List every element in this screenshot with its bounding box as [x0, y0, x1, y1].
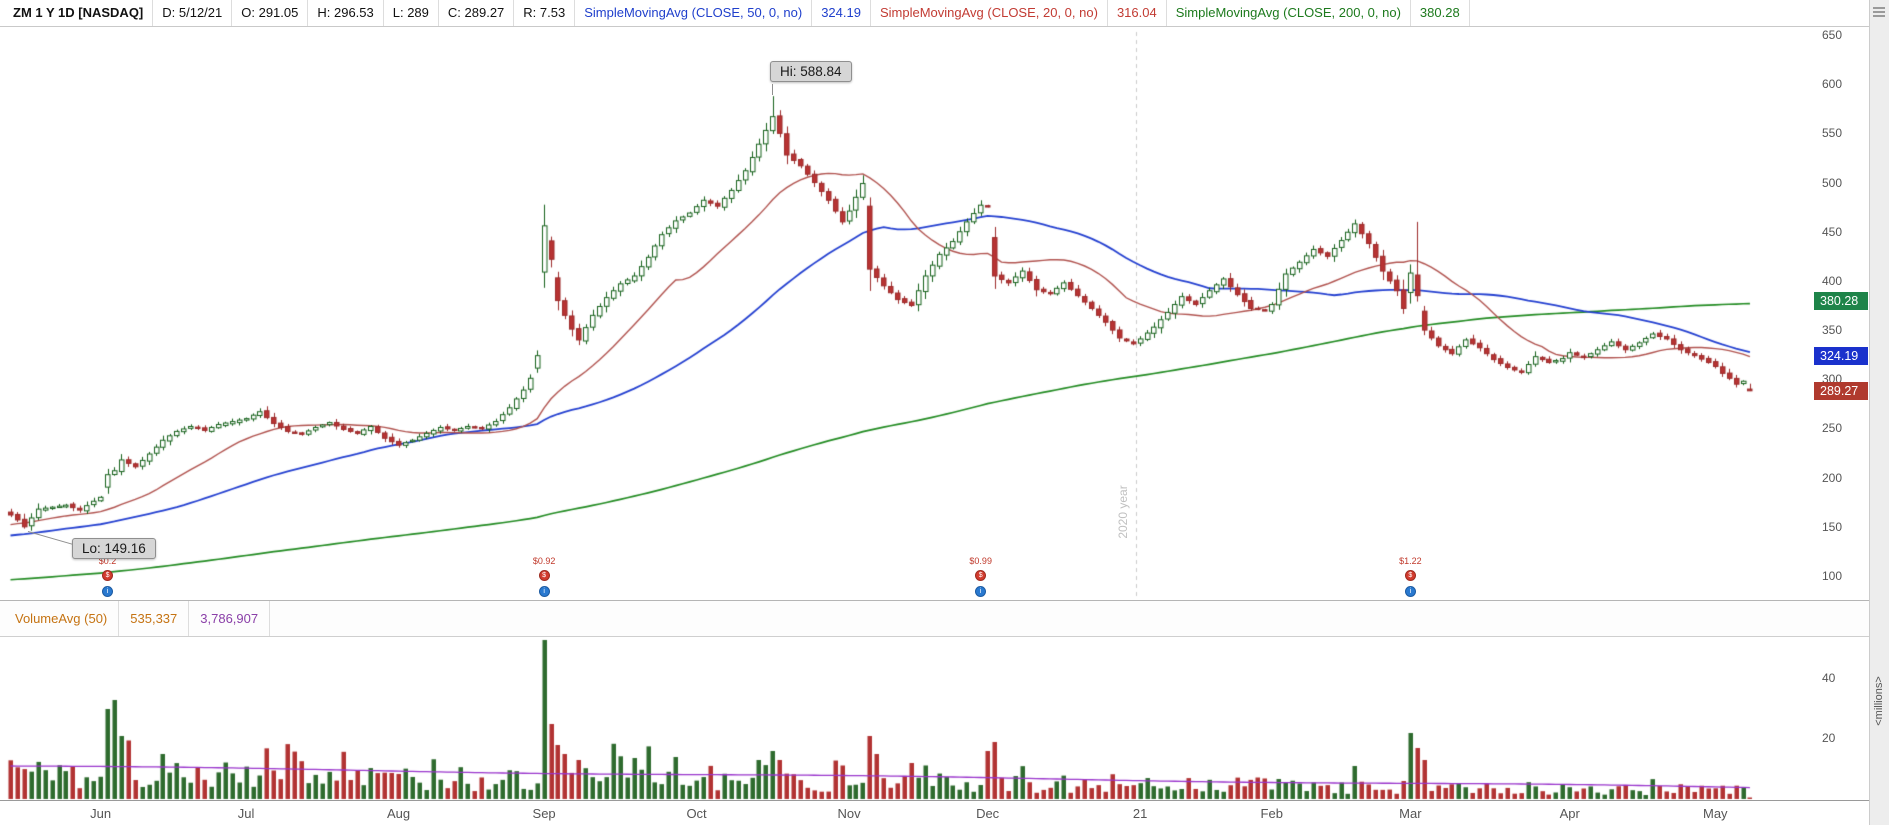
earnings-marker-icon[interactable]: $	[102, 570, 114, 581]
month-label-feb: Feb	[1260, 806, 1283, 821]
volume-tick-label: 20	[1822, 731, 1836, 745]
eps-label: $0.99	[969, 556, 992, 566]
event-marker-icon[interactable]: i	[102, 586, 114, 597]
earnings-marker-icon[interactable]: $	[538, 570, 550, 581]
ohlc-field-3: L: 289	[384, 0, 439, 26]
period-high-tooltip: Hi: 588.84	[770, 61, 852, 82]
price-tick-label: 500	[1822, 175, 1843, 190]
earnings-marker-icon[interactable]: $	[1404, 570, 1416, 581]
month-label-jun: Jun	[90, 806, 112, 821]
month-label-oct: Oct	[686, 806, 707, 821]
price-tick-label: 400	[1822, 273, 1843, 288]
month-label-apr: Apr	[1559, 806, 1580, 821]
ohlc-field-4: C: 289.27	[439, 0, 515, 26]
price-tick-label: 550	[1822, 126, 1843, 141]
eps-label: $1.22	[1399, 556, 1422, 566]
indicator-label-1[interactable]: SimpleMovingAvg (CLOSE, 20, 0, no)	[871, 0, 1108, 26]
price-line-label: 380.28	[1814, 292, 1868, 311]
volume-avg-value: 3,786,907	[189, 601, 271, 636]
price-tick-label: 150	[1822, 519, 1843, 534]
event-marker-icon[interactable]: i	[1404, 586, 1416, 597]
price-tick-label: 250	[1822, 421, 1843, 436]
ohlc-field-0: D: 5/12/21	[153, 0, 233, 26]
chart-header-bar: ZM 1 Y 1D [NASDAQ] D: 5/12/21 O: 291.05 H: …	[0, 0, 1869, 27]
month-label-mar: Mar	[1399, 806, 1422, 821]
month-label-nov: Nov	[837, 806, 861, 821]
eps-label: $0.2	[98, 556, 117, 566]
indicator-value-2: 380.28	[1411, 0, 1470, 26]
price-tick-label: 600	[1822, 77, 1843, 92]
scrollbar-grip-icon[interactable]	[1872, 5, 1886, 19]
event-marker-icon[interactable]: i	[538, 586, 550, 597]
month-label-21: 21	[1132, 806, 1148, 821]
volume-units-label: <millions>	[1873, 676, 1885, 726]
indicator-label-0[interactable]: SimpleMovingAvg (CLOSE, 50, 0, no)	[575, 0, 813, 26]
earnings-marker-icon[interactable]: $	[975, 570, 987, 581]
eps-label: $0.92	[532, 556, 556, 566]
event-marker-icon[interactable]: i	[975, 586, 987, 597]
ohlc-field-1: O: 291.05	[232, 0, 309, 26]
price-tick-label: 450	[1822, 224, 1843, 239]
month-label-aug: Aug	[387, 806, 411, 821]
volume-current-value: 535,337	[119, 601, 190, 636]
month-label-may: May	[1702, 806, 1728, 821]
indicator-value-1: 316.04	[1108, 0, 1167, 26]
high-tooltip-pointer	[772, 84, 773, 95]
volume-avg-label[interactable]: VolumeAvg (50)	[4, 601, 120, 636]
month-label-jul: Jul	[237, 806, 255, 821]
ohlc-field-5: R: 7.53	[514, 0, 576, 26]
right-scrollbar-strip[interactable]	[1869, 0, 1889, 825]
volume-indicator-bar: VolumeAvg (50) 535,337 3,786,907	[0, 600, 1869, 637]
period-low-tooltip: Lo: 149.16	[72, 538, 156, 559]
year-divider-label: 2020 year	[1116, 485, 1130, 539]
indicator-label-2[interactable]: SimpleMovingAvg (CLOSE, 200, 0, no)	[1167, 0, 1411, 26]
price-line-label: 324.19	[1814, 347, 1868, 366]
price-tick-label: 650	[1822, 28, 1843, 42]
price-tick-label: 100	[1822, 568, 1843, 583]
month-label-sep: Sep	[532, 806, 556, 821]
price-line-label: 289.27	[1814, 381, 1868, 400]
volume-pane-baseline	[0, 800, 1869, 801]
symbol-timeframe-label[interactable]: ZM 1 Y 1D [NASDAQ]	[4, 0, 154, 26]
price-tick-label: 200	[1822, 470, 1843, 485]
volume-tick-label: 40	[1822, 671, 1836, 685]
ohlc-field-2: H: 296.53	[308, 0, 384, 26]
month-label-dec: Dec	[976, 806, 1000, 821]
price-tick-label: 350	[1822, 323, 1843, 338]
indicator-value-0: 324.19	[812, 0, 871, 26]
